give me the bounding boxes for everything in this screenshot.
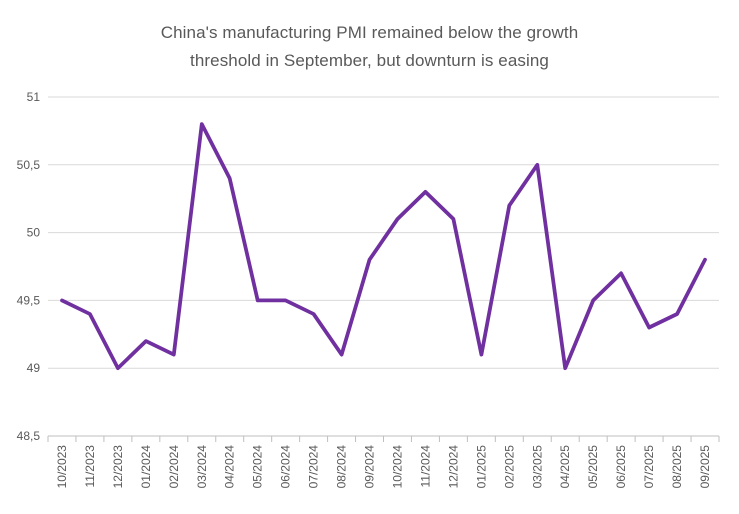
chart-title: China's manufacturing PMI remained below… bbox=[0, 19, 739, 75]
x-axis-label: 06/2024 bbox=[279, 445, 293, 489]
x-axis-label: 01/2024 bbox=[139, 445, 153, 489]
chart-title-line-1: China's manufacturing PMI remained below… bbox=[160, 23, 579, 42]
y-axis-label: 49,5 bbox=[17, 293, 41, 307]
x-axis-label: 04/2024 bbox=[223, 445, 237, 489]
x-axis-label: 03/2025 bbox=[530, 445, 544, 489]
x-axis-label: 12/2024 bbox=[446, 445, 460, 489]
y-axis-label: 50,5 bbox=[17, 158, 41, 172]
x-axis-label: 09/2025 bbox=[698, 445, 712, 489]
x-axis-label: 02/2024 bbox=[167, 445, 181, 489]
x-axis-label: 08/2025 bbox=[670, 445, 684, 489]
x-axis-label: 01/2025 bbox=[474, 445, 488, 489]
y-axis-label: 51 bbox=[27, 90, 41, 104]
x-axis-label: 10/2024 bbox=[390, 445, 404, 489]
x-axis-label: 09/2024 bbox=[363, 445, 377, 489]
x-axis-label: 02/2025 bbox=[502, 445, 516, 489]
x-axis-label: 07/2024 bbox=[307, 445, 321, 489]
x-axis-label: 08/2024 bbox=[335, 445, 349, 489]
x-axis-label: 05/2025 bbox=[586, 445, 600, 489]
x-axis-label: 10/2023 bbox=[55, 445, 69, 489]
x-axis-label: 11/2024 bbox=[418, 445, 432, 488]
pmi-line-series bbox=[60, 122, 707, 371]
x-axis-label: 06/2025 bbox=[614, 445, 628, 489]
x-axis-label: 04/2025 bbox=[558, 445, 572, 489]
x-axis-label: 07/2025 bbox=[642, 445, 656, 489]
x-axis-label: 11/2023 bbox=[83, 445, 97, 488]
x-axis-label: 03/2024 bbox=[195, 445, 209, 489]
y-axis-label: 49 bbox=[27, 361, 41, 375]
x-axis-label: 12/2023 bbox=[111, 445, 125, 489]
y-axis-label: 50 bbox=[27, 226, 41, 240]
x-axis-label: 05/2024 bbox=[251, 445, 265, 489]
y-axis-label: 48,5 bbox=[17, 429, 41, 443]
chart-title-line-2: threshold in September, but downturn is … bbox=[190, 51, 549, 70]
